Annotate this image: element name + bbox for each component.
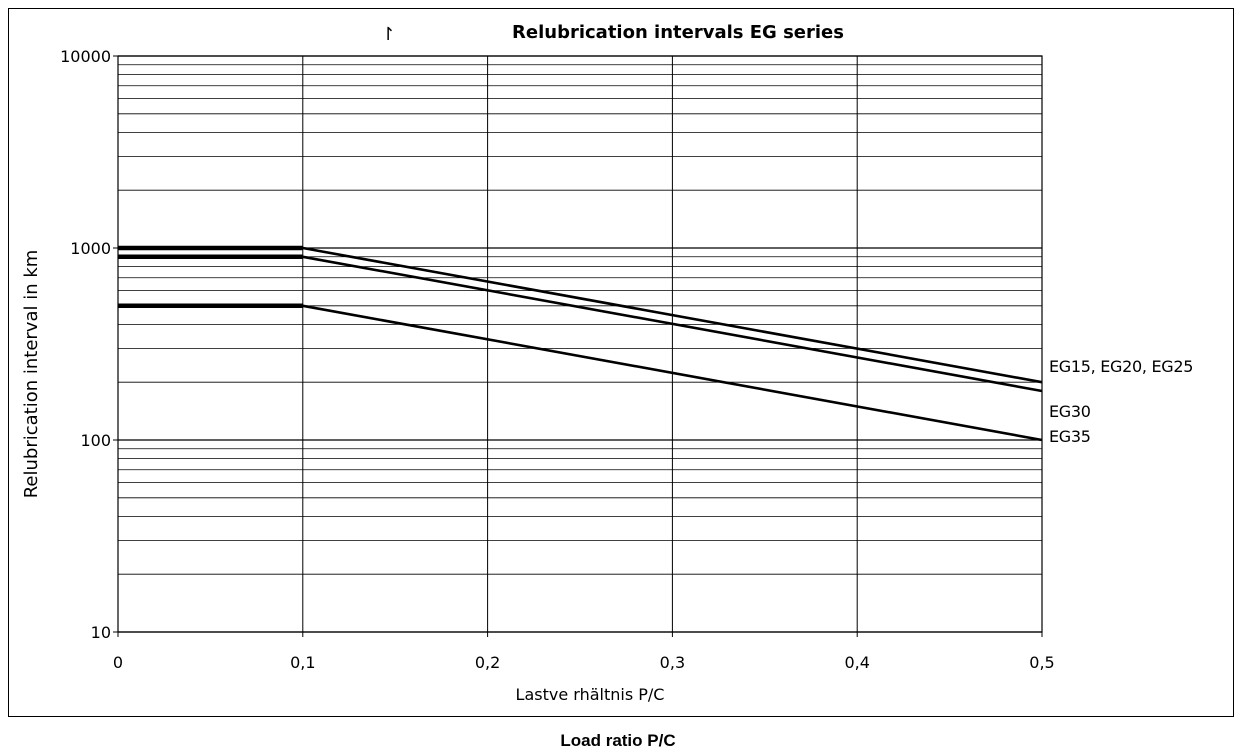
x-tick-label: 0 — [113, 653, 123, 672]
x-tick-label: 0,4 — [844, 653, 869, 672]
y-tick-label: 1000 — [70, 239, 111, 258]
title-marker: ↾ — [380, 24, 395, 45]
x-axis-label: Lastve rhältnis P/C — [516, 685, 665, 704]
series-line-slope — [302, 246, 1043, 384]
series-line-slope — [302, 255, 1043, 393]
series-end-label: EG35 — [1049, 427, 1091, 446]
x-tick-label: 0,2 — [475, 653, 500, 672]
x-tick-label: 0,1 — [290, 653, 315, 672]
y-tick-label: 10000 — [60, 47, 111, 66]
y-tick-label: 10 — [91, 623, 111, 642]
x-tick-label: 0,5 — [1029, 653, 1054, 672]
y-axis-label: Relubrication interval in km — [21, 250, 42, 499]
series-end-label: EG30 — [1049, 402, 1091, 421]
series-line-slope — [302, 304, 1043, 442]
plot-area-border — [117, 55, 1043, 633]
series-end-label: EG15, EG20, EG25 — [1049, 357, 1193, 376]
x-tick-label: 0,3 — [660, 653, 685, 672]
outer-x-axis-label: Load ratio P/C — [560, 731, 676, 750]
y-tick-label: 100 — [80, 431, 111, 450]
chart-title: Relubrication intervals EG series — [512, 22, 844, 43]
